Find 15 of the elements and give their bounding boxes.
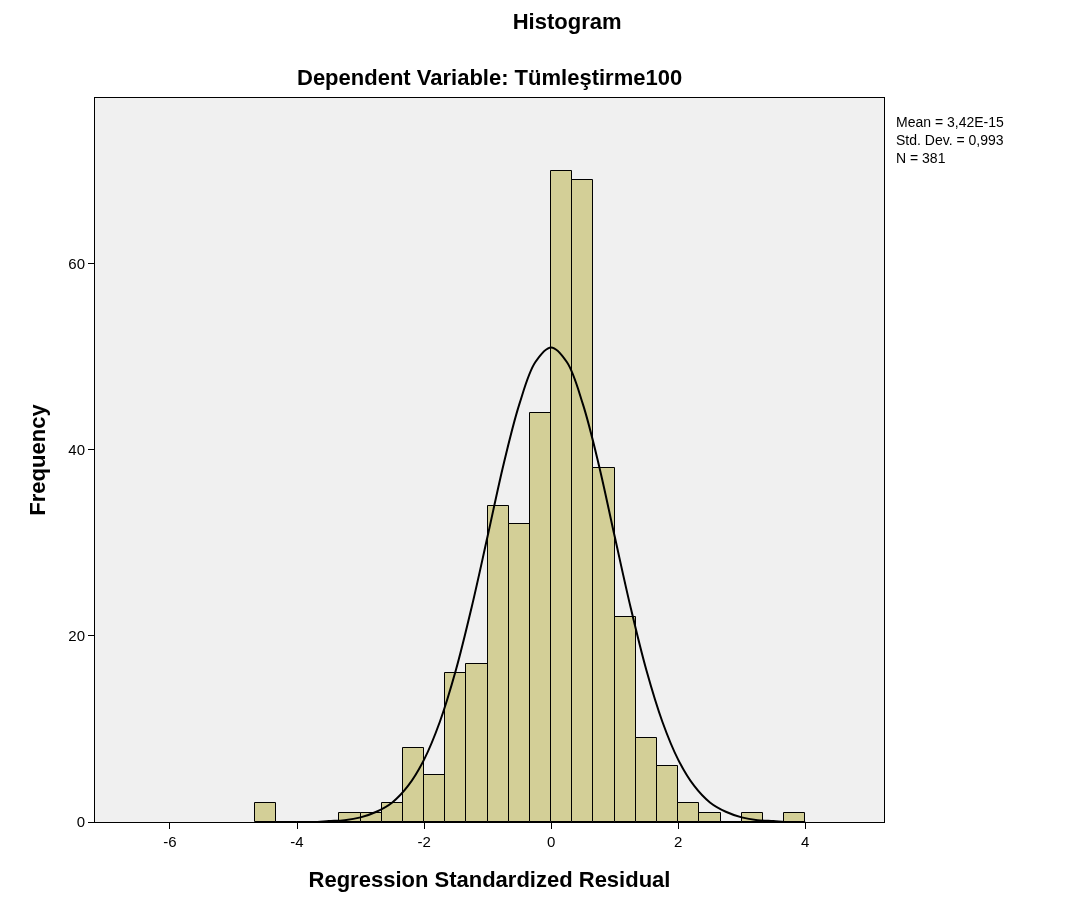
y-tick-label: 0 [76, 813, 85, 831]
y-tick-label: 40 [68, 441, 85, 459]
y-tick-label: 20 [68, 627, 85, 645]
y-axis-title: Frequency [25, 403, 51, 516]
x-axis-title: Regression Standardized Residual [308, 866, 671, 892]
text: Mean = 3,42E-15 Std. Dev. = 0,993 N = 381 [896, 114, 1005, 167]
x-tick-label: -4 [290, 833, 304, 850]
x-tick-label: -2 [417, 833, 431, 850]
chart-subtitle: Dependent Variable: Tümleştirme100 [297, 65, 683, 90]
x-tick-label: 4 [801, 833, 810, 850]
y-tick-label: 60 [68, 254, 85, 272]
chart-title: Histogram [512, 9, 622, 35]
x-tick-label: 0 [546, 833, 556, 850]
x-tick-label: -6 [163, 833, 177, 850]
x-tick-label: 2 [674, 833, 683, 850]
